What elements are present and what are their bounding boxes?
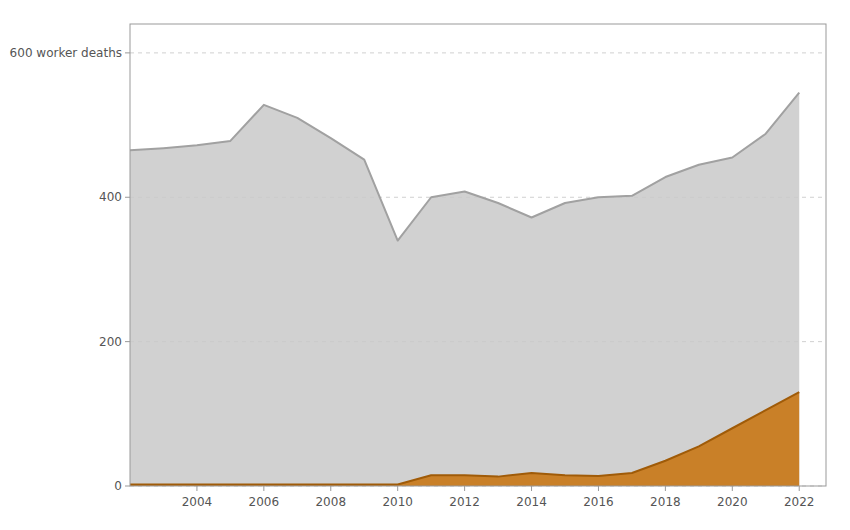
x-tick <box>330 486 331 491</box>
area-line <box>130 93 799 241</box>
y-tick <box>125 486 130 487</box>
y-tick-label: 200 <box>99 335 122 349</box>
area-line <box>130 392 799 484</box>
y-tick <box>125 52 130 53</box>
y-tick-label: 600 worker deaths <box>10 46 122 60</box>
chart: 2004 2006 2008 2010 2012 2014 2016 2018 2020 2022… <box>0 0 850 530</box>
x-tick <box>263 486 264 491</box>
x-tick-label: 2010 <box>382 495 413 509</box>
chart-container: 2004 2006 2008 2010 2012 2014 2016 2018 2020 2022… <box>0 0 850 530</box>
x-tick <box>799 486 800 491</box>
x-tick-label: 2014 <box>516 495 547 509</box>
x-tick <box>196 486 197 491</box>
grid-line <box>130 52 826 53</box>
x-tick <box>464 486 465 491</box>
x-tick <box>397 486 398 491</box>
x-tick-label: 2020 <box>717 495 748 509</box>
x-tick-label: 2004 <box>182 495 213 509</box>
y-axis: 0 200 400 600 worker deaths <box>10 46 130 493</box>
plot-area <box>130 93 799 486</box>
grid <box>130 53 826 486</box>
x-tick <box>531 486 532 491</box>
x-tick-label: 2018 <box>650 495 681 509</box>
plot-frame <box>130 24 826 486</box>
x-tick <box>598 486 599 491</box>
x-tick-label: 2006 <box>249 495 280 509</box>
x-tick-label: 2012 <box>449 495 480 509</box>
x-tick <box>665 486 666 491</box>
x-tick-label: 2022 <box>784 495 815 509</box>
area-fill <box>130 392 799 486</box>
y-tick <box>125 197 130 198</box>
x-axis: 2004 2006 2008 2010 2012 2014 2016 2018 2020 2022 <box>182 486 815 509</box>
y-tick <box>125 341 130 342</box>
x-tick <box>732 486 733 491</box>
area-fill <box>130 93 799 486</box>
x-tick-label: 2016 <box>583 495 614 509</box>
x-tick-label: 2008 <box>315 495 346 509</box>
y-tick-label: 400 <box>99 190 122 204</box>
y-tick-label: 0 <box>114 479 122 493</box>
